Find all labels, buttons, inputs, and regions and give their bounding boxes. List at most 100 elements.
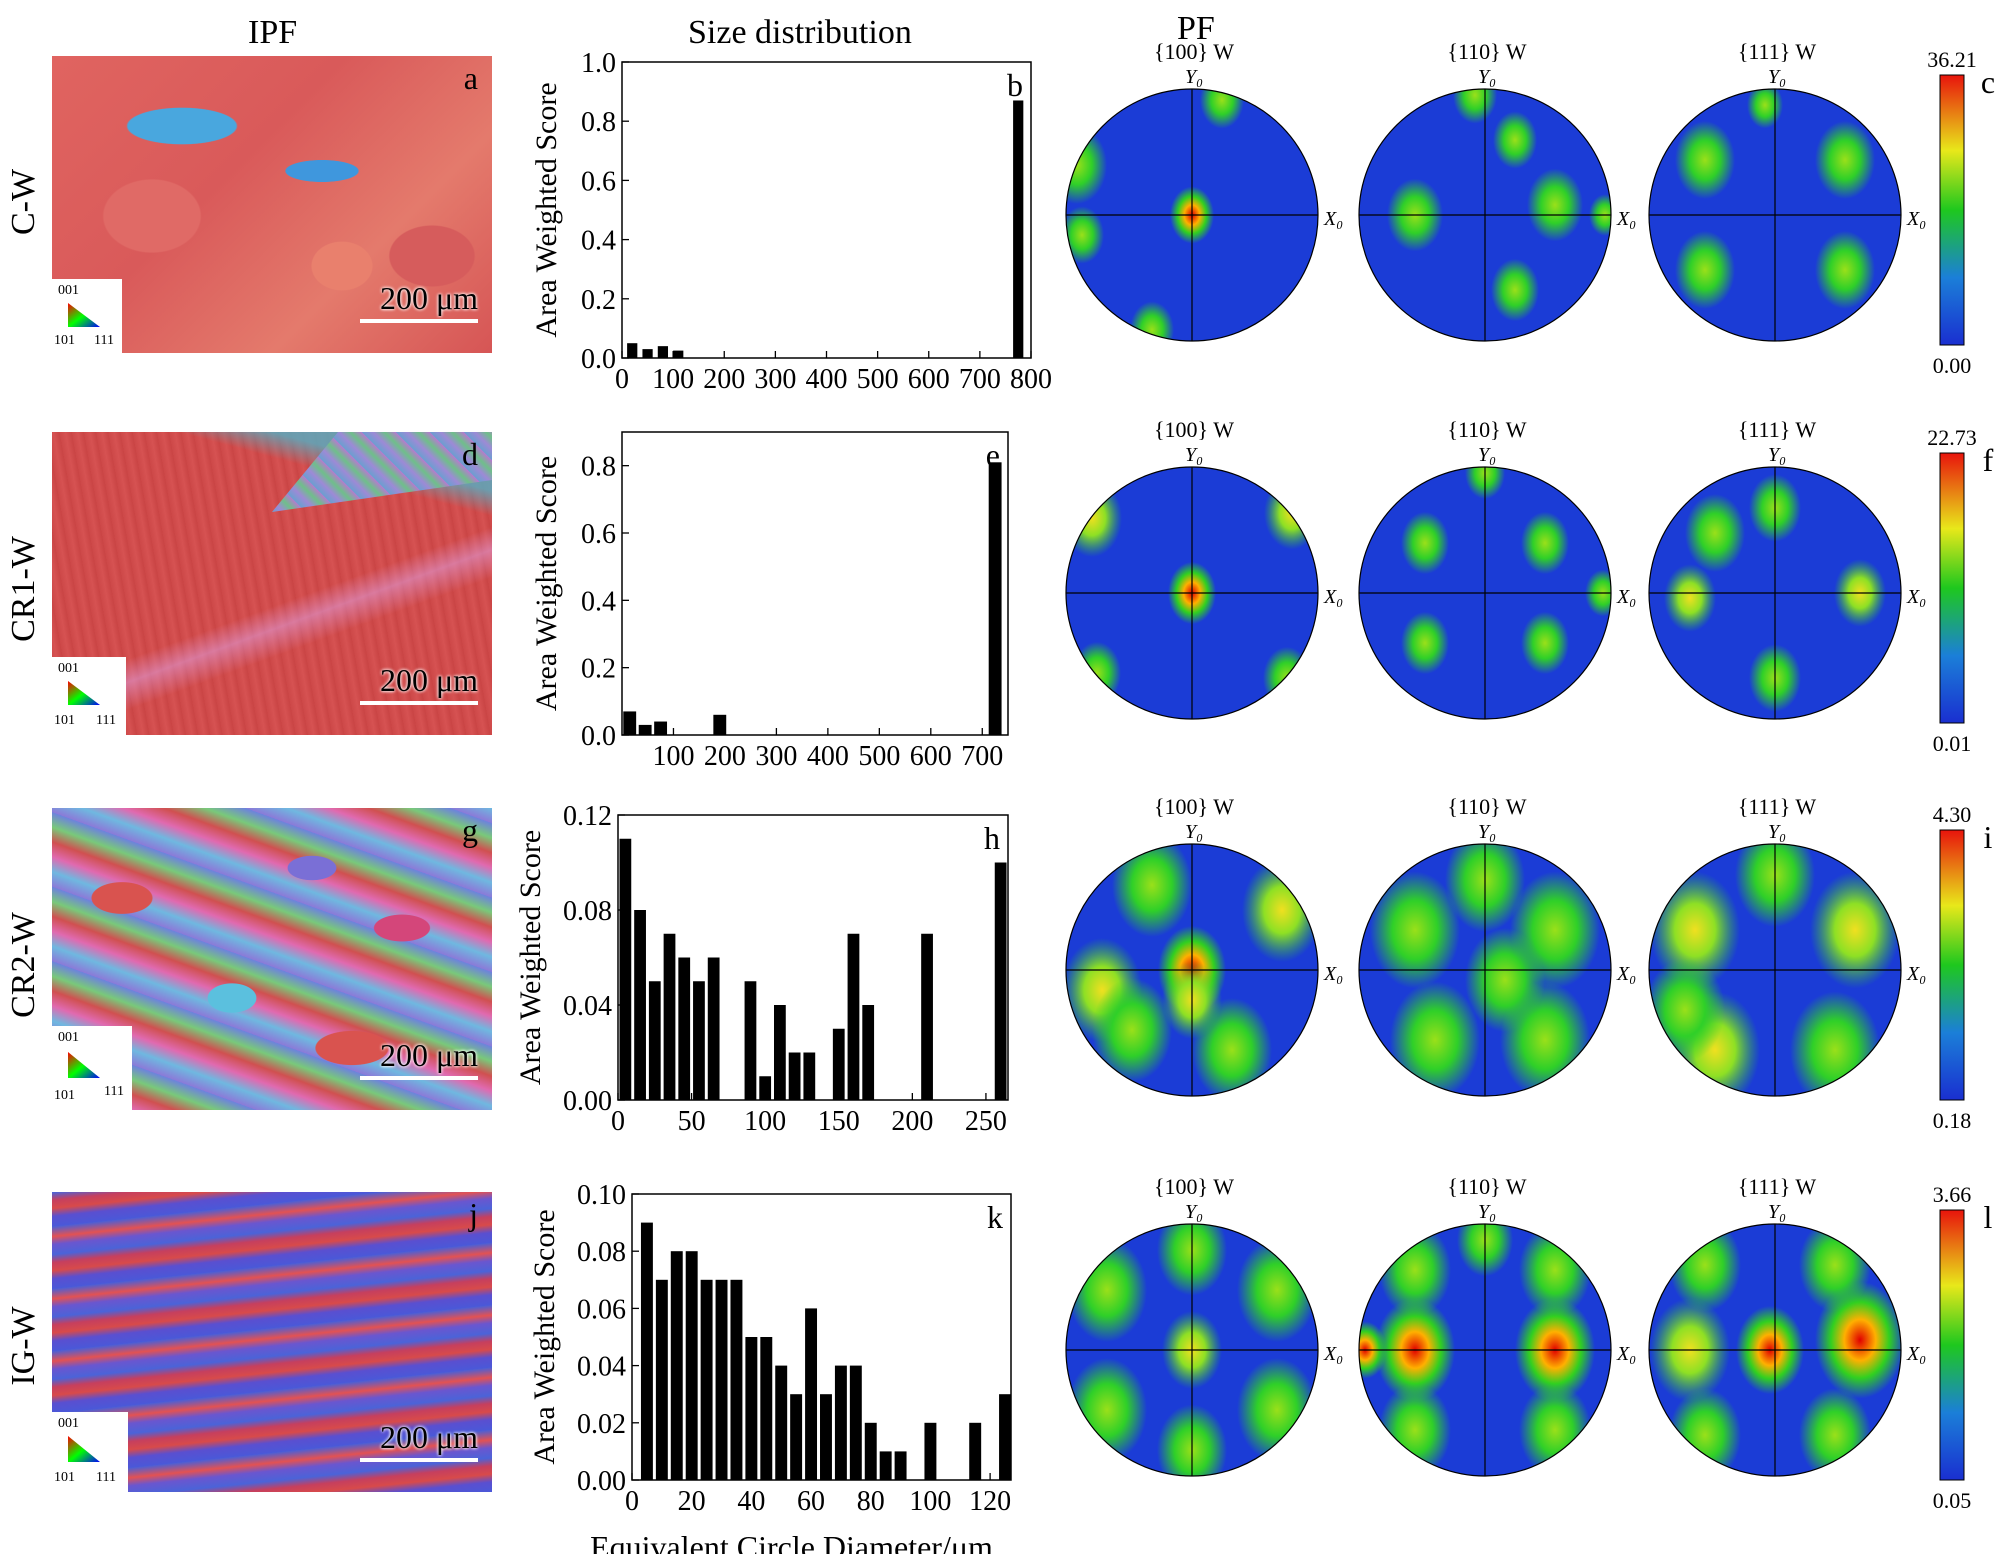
y-tick-label: 0.12 [563,801,612,832]
colorbar-min: 0.05 [1933,1488,1972,1513]
bar [790,1394,803,1480]
pf-y-label: Y₀ [1768,821,1786,843]
bar [805,1308,818,1480]
x-tick-label: 500 [858,741,900,772]
pole-figure: {100} WY₀ X₀ [1065,794,1343,1097]
x-tick-label: 500 [857,364,899,395]
pf-spot [1799,1224,1871,1312]
pf-spot [1815,121,1875,199]
panel-letter-a: a [463,60,478,96]
pf-y-label: Y₀ [1478,1201,1496,1223]
bar [994,862,1007,1100]
pole-figure: {111} WY₀ X₀ [1648,417,1926,720]
bar [715,1279,728,1480]
pole-figure: {100} WY₀ X₀ [1065,1174,1343,1477]
ipf-map-cw: a 200 μm 001 101 111 [52,56,492,353]
ipf-key-triangle-icon [68,1436,100,1462]
pf-spot [1242,858,1318,962]
plot-frame [621,431,1009,736]
scale-bar-label: 200 μm [379,1037,478,1073]
ipf-map-igw: j 200 μm 001 101 111 [52,1192,492,1492]
x-tick-label: 60 [797,1486,825,1517]
bar [999,1394,1011,1480]
bar [640,1222,653,1480]
pole-figure: {111} WY₀ X₀ [1648,39,1926,342]
x-tick-label: 100 [652,741,694,772]
colorbar-min: 0.01 [1933,731,1972,756]
x-tick-label: 20 [678,1486,706,1517]
size-distribution-header: Size distribution [688,14,912,51]
ipf-map-cr1w: d 200 μm 001 101 111 [52,432,492,735]
bar [921,933,933,1100]
y-tick-label: 1.0 [581,48,616,79]
panel-letter-b: b [1007,67,1023,103]
x-tick-label: 0 [611,1106,625,1137]
pf-intensity [1370,844,1600,1096]
bar [623,711,637,735]
bar [988,462,1002,735]
y-axis-label: Area Weighted Score [530,82,563,337]
pf-title: {100} W [1154,417,1234,442]
pf-spot [1491,258,1539,322]
pf-y-label: Y₀ [1185,66,1203,88]
pf-title: {110} W [1447,417,1526,442]
pf-spot [1067,1358,1147,1462]
pf-spot [1401,611,1449,675]
bar [744,981,757,1100]
scale-bar [360,319,478,323]
pf-title: {110} W [1447,39,1526,64]
y-axis-label: Area Weighted Score [514,830,547,1085]
pf-spot [1112,844,1192,937]
ipf-color-key: 001 101 111 [52,657,126,735]
pf-spot [1263,646,1311,710]
pf-title: {111} W [1738,1174,1817,1199]
y-tick-label: 0.8 [581,452,616,483]
y-tick-label: 0.00 [577,1466,626,1497]
bar [648,981,661,1100]
y-tick-label: 0.06 [577,1294,626,1325]
panel-letter-f: f [1983,442,1994,478]
panel-letter-c: c [1981,64,1995,100]
bar [774,1005,786,1100]
y-tick-label: 0.10 [577,1180,626,1211]
bar [654,721,668,735]
bar [642,349,653,358]
pf-title: {111} W [1738,39,1817,64]
bar [634,910,646,1100]
pf-y-label: Y₀ [1478,821,1496,843]
bar [693,981,705,1100]
bar [894,1451,907,1480]
y-axis-label: Area Weighted Score [530,456,563,711]
y-tick-label: 0.4 [581,586,616,617]
x-tick-label: 120 [969,1486,1011,1517]
bar [847,933,860,1100]
x-tick-label: 200 [704,741,746,772]
pf-spot [1675,121,1735,199]
pf-spot [1066,479,1122,557]
x-tick-label: 300 [754,364,796,395]
scale-bar-label: 200 μm [379,662,478,698]
scale-bar-label: 200 μm [379,1419,478,1455]
x-tick-label: 300 [755,741,797,772]
scale-bar [360,1076,478,1080]
bar [862,1005,875,1100]
x-tick-label: 100 [909,1486,951,1517]
panel-letter-l: l [1984,1199,1993,1235]
y-tick-label: 0.02 [577,1409,626,1440]
pole-figure: {110} WY₀ X₀ [1358,39,1636,342]
pf-x-label: X₀ [1906,208,1926,230]
pf-spot [1453,89,1497,124]
pf-spot [1390,981,1480,1096]
y-tick-label: 0.08 [577,1237,626,1268]
pf-header: PF [1177,10,1215,47]
ipf-header: IPF [248,14,298,51]
pole-figure: {111} WY₀ X₀ [1648,794,1926,1097]
x-tick-label: 40 [737,1486,765,1517]
colorbar-max: 36.21 [1927,47,1977,72]
pf-spot [1747,89,1783,129]
pf-spot [1067,1238,1147,1342]
ipf-key-triangle-icon [68,1052,100,1078]
bar [834,1365,847,1480]
